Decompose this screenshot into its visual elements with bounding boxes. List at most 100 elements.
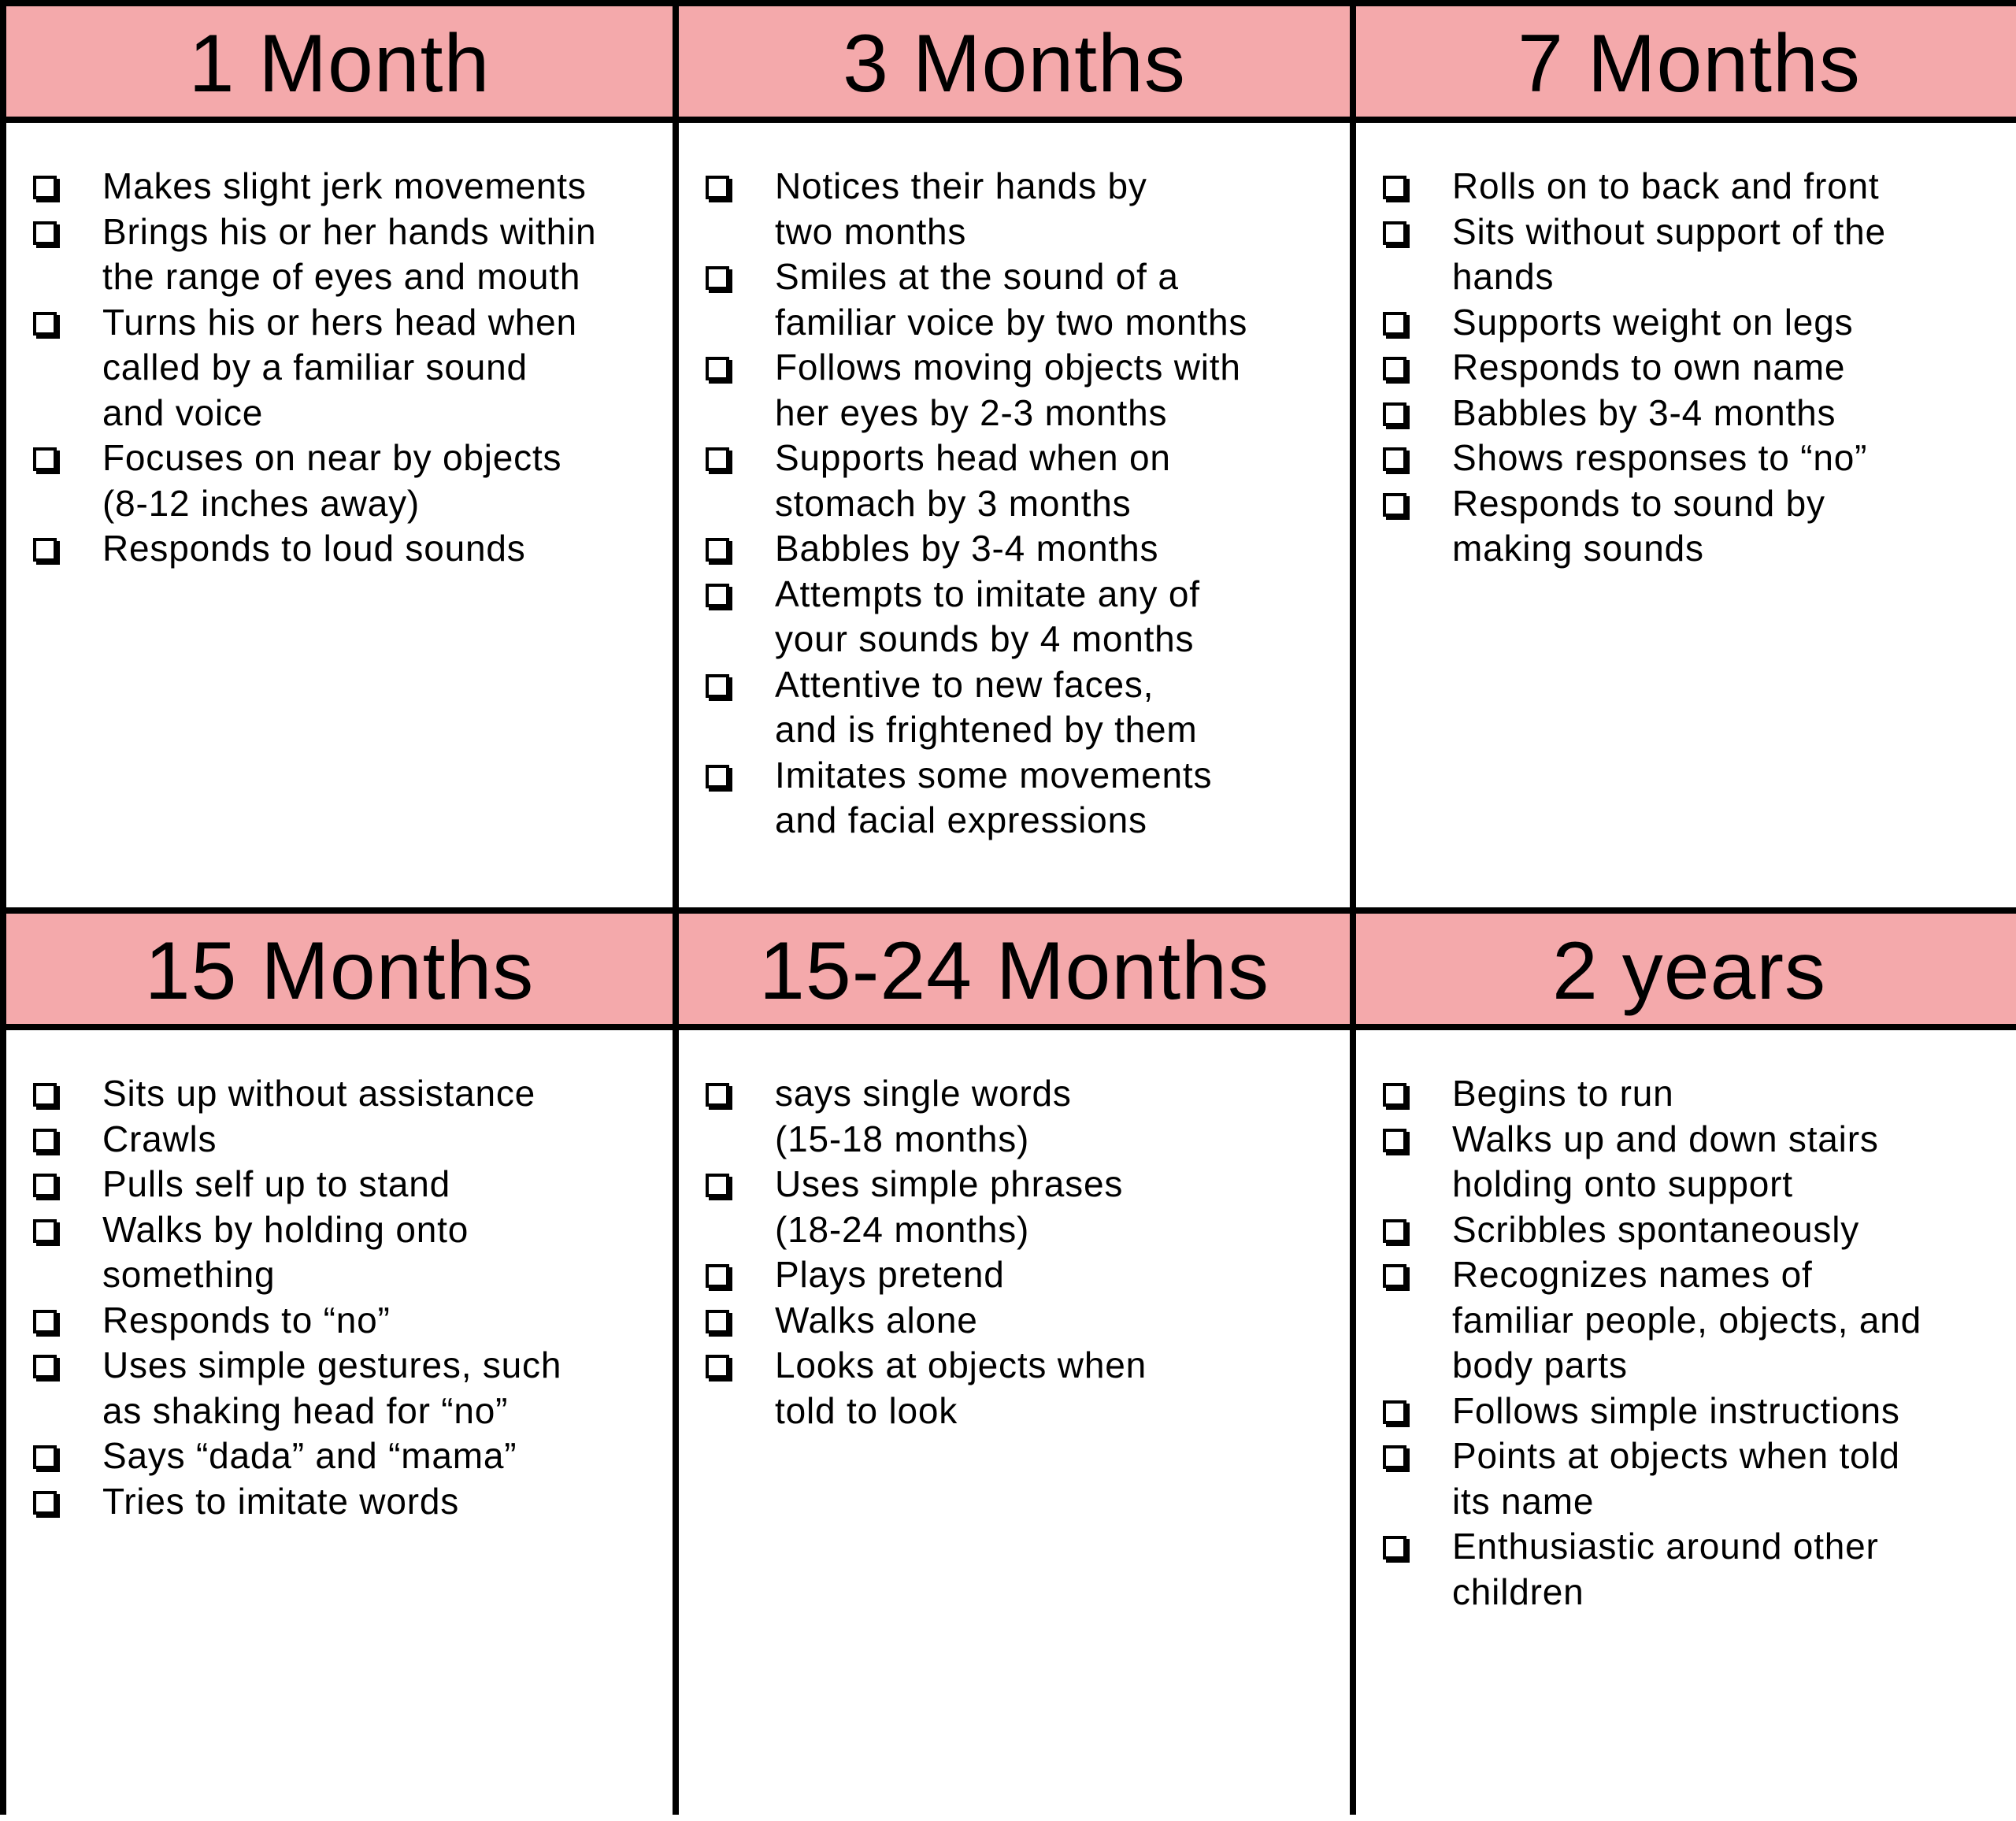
checklist: Makes slight jerk movements Brings his or… [6, 164, 673, 572]
checklist-item-text: Supports head when on stomach by 3 month… [775, 437, 1171, 524]
checkbox-icon[interactable] [33, 538, 57, 562]
checkbox-icon[interactable] [706, 266, 729, 290]
checkbox-icon[interactable] [33, 221, 57, 245]
checklist-item: Supports weight on legs [1356, 300, 2016, 346]
checkbox-icon[interactable] [1383, 221, 1406, 245]
checkbox-icon[interactable] [33, 176, 57, 199]
checkbox-icon[interactable] [1383, 402, 1406, 426]
checkbox-icon[interactable] [706, 1174, 729, 1197]
checklist-item: Responds to loud sounds [6, 526, 673, 572]
checklist-item-text: Says “dada” and “mama” [102, 1435, 517, 1476]
checklist-item-text: Walks by holding onto something [102, 1208, 469, 1296]
checkbox-icon[interactable] [706, 538, 729, 562]
section-body: Begins to run Walks up and down stairs ho… [1356, 1030, 2016, 1821]
checkbox-icon[interactable] [1383, 1083, 1406, 1107]
checkbox-icon[interactable] [1383, 1264, 1406, 1288]
checklist-item: Looks at objects when told to look [679, 1343, 1350, 1433]
checkbox-icon[interactable] [1383, 1536, 1406, 1560]
checklist-item: Attentive to new faces, and is frightene… [679, 662, 1350, 753]
section-body: Rolls on to back and front Sits without s… [1356, 123, 2016, 907]
checklist-item-text: Sits without support of the hands [1452, 210, 1886, 298]
checkbox-icon[interactable] [33, 311, 57, 336]
checklist-item-text: Focuses on near by objects (8-12 inches … [102, 437, 562, 524]
checkbox-icon[interactable] [1383, 1400, 1406, 1424]
checklist-item: Attempts to imitate any of your sounds b… [679, 572, 1350, 662]
checklist-item: Enthusiastic around other children [1356, 1524, 2016, 1615]
checklist: says single words (15-18 months) Uses sim… [679, 1071, 1350, 1433]
checklist-item: Supports head when on stomach by 3 month… [679, 436, 1350, 526]
checkbox-icon[interactable] [706, 447, 729, 471]
checkbox-icon[interactable] [706, 583, 729, 607]
checklist-item: Makes slight jerk movements [6, 164, 673, 210]
section-header: 1 Month [6, 6, 673, 117]
checklist-item-text: Uses simple gestures, such as shaking he… [102, 1344, 562, 1431]
checklist-item: Follows simple instructions [1356, 1389, 2016, 1434]
checklist-item-text: Walks up and down stairs holding onto su… [1452, 1118, 1879, 1205]
checklist-item: Responds to “no” [6, 1298, 673, 1344]
section-header: 3 Months [679, 6, 1350, 117]
checkbox-icon[interactable] [33, 1445, 57, 1469]
checklist-item-text: Responds to sound by making sounds [1452, 482, 1825, 569]
checklist-item-text: Follows moving objects with her eyes by … [775, 347, 1241, 433]
checkbox-icon[interactable] [33, 1083, 57, 1107]
checklist-item: Begins to run [1356, 1071, 2016, 1117]
checkbox-icon[interactable] [33, 1309, 57, 1333]
checklist-item-text: Sits up without assistance [102, 1073, 536, 1114]
checklist-item-text: Turns his or hers head when called by a … [102, 301, 577, 433]
checkbox-icon[interactable] [706, 1264, 729, 1288]
checklist-item-text: Crawls [102, 1118, 217, 1159]
checkbox-icon[interactable] [33, 1128, 57, 1152]
checklist-item-text: Supports weight on legs [1452, 301, 1854, 343]
checklist-item-text: Enthusiastic around other children [1452, 1526, 1879, 1612]
checklist-item: Smiles at the sound of a familiar voice … [679, 254, 1350, 345]
checklist-item-text: Walks alone [775, 1299, 978, 1341]
checkbox-icon[interactable] [706, 357, 729, 380]
checklist-item: Uses simple phrases (18-24 months) [679, 1162, 1350, 1252]
checklist-item-text: Babbles by 3-4 months [1452, 391, 1836, 433]
checklist-item: Notices their hands by two months [679, 164, 1350, 254]
checkbox-icon[interactable] [1383, 447, 1406, 471]
checkbox-icon[interactable] [1383, 176, 1406, 199]
checklist-item-text: Imitates some movements and facial expre… [775, 754, 1213, 841]
checkbox-icon[interactable] [1383, 1218, 1406, 1243]
checkbox-icon[interactable] [706, 673, 729, 698]
checklist-item-text: Makes slight jerk movements [102, 165, 587, 206]
checklist-item-text: Attentive to new faces, and is frightene… [775, 663, 1198, 751]
checklist-item-text: Shows responses to “no” [1452, 437, 1868, 478]
checkbox-icon[interactable] [706, 1309, 729, 1333]
checkbox-icon[interactable] [1383, 1128, 1406, 1152]
section-body: Makes slight jerk movements Brings his or… [6, 123, 673, 907]
checkbox-icon[interactable] [33, 1174, 57, 1197]
checklist-item: Follows moving objects with her eyes by … [679, 345, 1350, 436]
checkbox-icon[interactable] [1383, 357, 1406, 380]
checklist-item: Turns his or hers head when called by a … [6, 300, 673, 436]
section-header: 15-24 Months [679, 914, 1350, 1024]
checklist-item: says single words (15-18 months) [679, 1071, 1350, 1162]
checkbox-icon[interactable] [1383, 1445, 1406, 1469]
checkbox-icon[interactable] [1383, 311, 1406, 336]
checklist-item: Plays pretend [679, 1252, 1350, 1298]
checklist-item-text: Notices their hands by two months [775, 165, 1147, 252]
section-header: 2 years [1356, 914, 2016, 1024]
checklist-item: Babbles by 3-4 months [679, 526, 1350, 572]
checklist-item: Tries to imitate words [6, 1479, 673, 1525]
checklist-item: Babbles by 3-4 months [1356, 391, 2016, 436]
checkbox-icon[interactable] [706, 176, 729, 199]
checkbox-icon[interactable] [706, 1355, 729, 1378]
checkbox-icon[interactable] [33, 447, 57, 471]
checkbox-icon[interactable] [1383, 492, 1406, 517]
section-header: 15 Months [6, 914, 673, 1024]
checklist-item: Focuses on near by objects (8-12 inches … [6, 436, 673, 526]
checklist: Begins to run Walks up and down stairs ho… [1356, 1071, 2016, 1615]
checklist-item-text: Tries to imitate words [102, 1480, 460, 1522]
checkbox-icon[interactable] [33, 1218, 57, 1243]
checklist-item: Scribbles spontaneously [1356, 1207, 2016, 1253]
checkbox-icon[interactable] [33, 1355, 57, 1378]
section-body: Notices their hands by two months Smiles … [679, 123, 1350, 907]
checklist-item: Walks alone [679, 1298, 1350, 1344]
checkbox-icon[interactable] [706, 1083, 729, 1107]
checklist-item: Responds to own name [1356, 345, 2016, 391]
section-body: says single words (15-18 months) Uses sim… [679, 1030, 1350, 1821]
checkbox-icon[interactable] [33, 1490, 57, 1515]
checkbox-icon[interactable] [706, 764, 729, 788]
